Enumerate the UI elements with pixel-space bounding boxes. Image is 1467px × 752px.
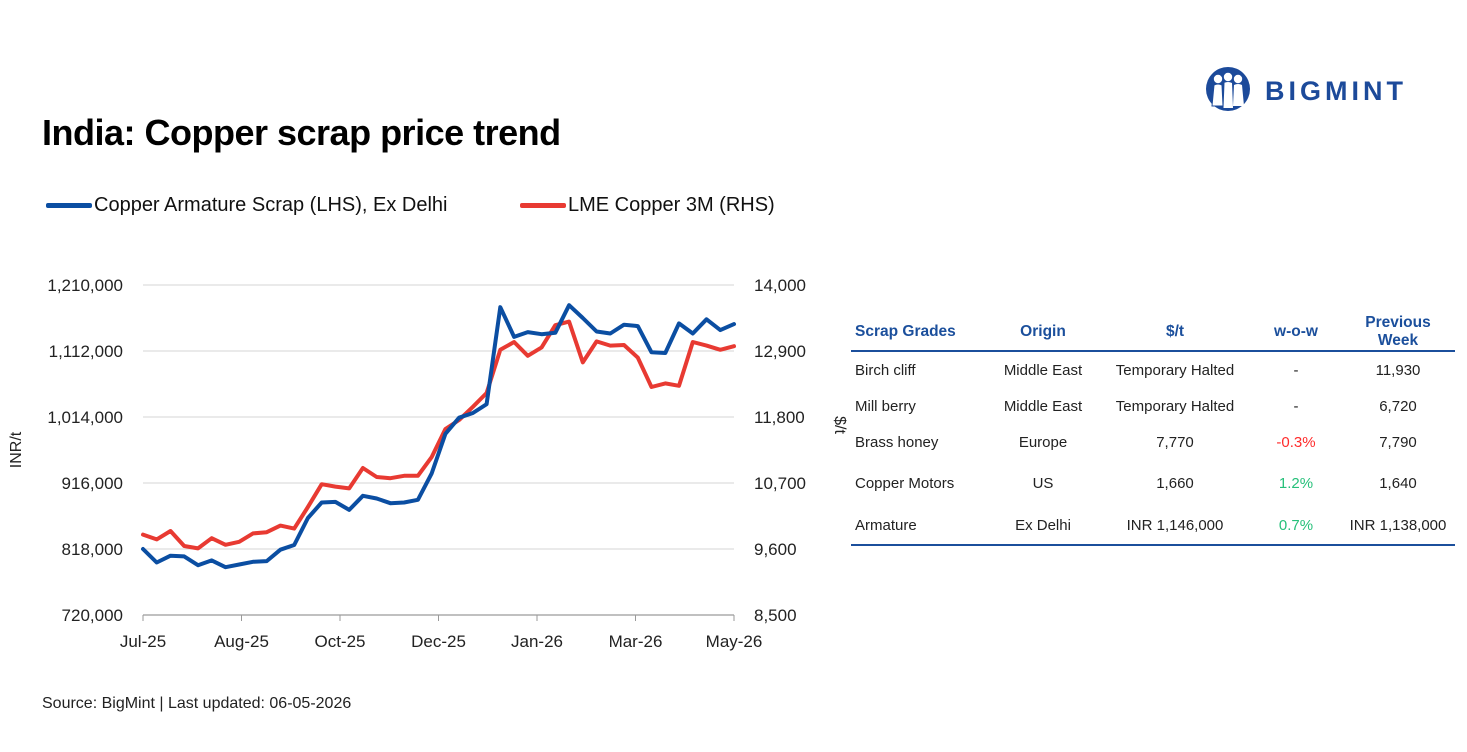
cell-wow: -	[1293, 361, 1299, 379]
cell-grade: Copper Motors	[855, 474, 955, 492]
legend-label-armature: Copper Armature Scrap (LHS), Ex Delhi	[94, 194, 448, 216]
cell-previous-week: 1,640	[1379, 474, 1417, 492]
cell-grade: Mill berry	[855, 397, 916, 415]
legend-item-lme: LME Copper 3M (RHS)	[520, 194, 775, 217]
page-title: India: Copper scrap price trend	[42, 112, 561, 153]
cell-origin: Europe	[1018, 433, 1068, 451]
table-row: Armature Ex Delhi INR 1,146,000 0.7% INR…	[851, 506, 1455, 546]
y-right-tick-label: 11,800	[754, 408, 805, 427]
bigmint-people-logo-icon	[1206, 67, 1250, 111]
cell-previous-week: 11,930	[1375, 361, 1421, 379]
price-trend-chart: 720,000 818,000 916,000 1,014,000 1,112,000 1…	[8, 276, 848, 651]
y-left-tick-label: 1,014,000	[47, 408, 123, 427]
y-left-tick-label: 1,112,000	[49, 342, 123, 361]
x-tick-label: Dec-25	[411, 632, 466, 651]
y-left-tick-label: 720,000	[62, 606, 123, 625]
x-tick-label: Oct-25	[314, 632, 365, 651]
series-line-armature	[141, 303, 736, 570]
y-left-tick-label: 916,000	[62, 474, 123, 493]
cell-origin: Middle East	[1003, 397, 1083, 415]
cell-grade: Brass honey	[855, 433, 939, 451]
col-header-grade: Scrap Grades	[851, 314, 987, 352]
legend-item-armature: Copper Armature Scrap (LHS), Ex Delhi	[46, 194, 447, 217]
cell-price: 1,660	[1156, 474, 1194, 492]
col-header-origin: Origin	[987, 314, 1099, 352]
table-row: Mill berry Middle East Temporary Halted …	[851, 388, 1455, 424]
cell-origin: US	[1032, 474, 1054, 492]
cell-previous-week: INR 1,138,000	[1341, 506, 1455, 546]
logo-text: BIGMINT	[1265, 76, 1407, 106]
y-right-tick-label: 8,500	[754, 606, 797, 625]
col-header-wow: w-o-w	[1251, 314, 1341, 352]
cell-origin: Ex Delhi	[987, 506, 1099, 546]
y-left-axis-title: INR/t	[8, 431, 25, 468]
x-tick-label: Aug-25	[214, 632, 269, 651]
table-row: Birch cliff Middle East Temporary Halted…	[851, 351, 1455, 388]
series-line-lme	[141, 319, 736, 551]
y-right-tick-label: 12,900	[754, 342, 806, 361]
cell-previous-week: 6,720	[1379, 397, 1417, 415]
x-tick-label: Mar-26	[609, 632, 663, 651]
scrap-price-table: Scrap Grades Origin $/t w-o-w Previous W…	[851, 314, 1455, 546]
y-right-tick-label: 14,000	[754, 276, 806, 295]
source-note: Source: BigMint | Last updated: 06-05-20…	[42, 695, 352, 712]
table-header-row: Scrap Grades Origin $/t w-o-w Previous W…	[851, 314, 1455, 352]
cell-grade: Birch cliff	[855, 361, 916, 379]
cell-wow: -	[1293, 397, 1299, 415]
y-right-tick-label: 9,600	[754, 540, 797, 559]
cell-origin: Middle East	[1003, 361, 1083, 379]
y-left-tick-label: 818,000	[62, 540, 123, 559]
y-right-axis-title: $/t	[831, 416, 848, 434]
cell-wow: 1.2%	[1278, 474, 1314, 492]
y-right-tick-label: 10,700	[754, 474, 806, 493]
cell-wow: -0.3%	[1276, 433, 1316, 451]
cell-price: 7,770	[1156, 433, 1194, 451]
cell-wow: 0.7%	[1251, 506, 1341, 546]
col-header-previous-week: Previous Week	[1341, 314, 1455, 352]
col-header-price: $/t	[1099, 314, 1251, 352]
cell-grade: Armature	[851, 506, 987, 546]
table-row: Brass honey Europe 7,770 -0.3% 7,790	[851, 424, 1455, 460]
x-tick-label: Jul-25	[120, 632, 166, 651]
legend-swatch-armature	[46, 203, 92, 208]
y-left-tick-label: 1,210,000	[47, 276, 123, 295]
cell-previous-week: 7,790	[1379, 433, 1417, 451]
bigmint-logo: BIGMINT	[1203, 66, 1443, 112]
legend-swatch-lme	[520, 203, 566, 208]
table-row: Copper Motors US 1,660 1.2% 1,640	[851, 460, 1455, 506]
cell-price: Temporary Halted	[1115, 361, 1235, 379]
x-tick-label: May-26	[706, 632, 763, 651]
cell-price: Temporary Halted	[1115, 397, 1235, 415]
x-tick-label: Jan-26	[511, 632, 563, 651]
cell-price: INR 1,146,000	[1099, 506, 1251, 546]
legend-label-lme: LME Copper 3M (RHS)	[568, 194, 775, 216]
